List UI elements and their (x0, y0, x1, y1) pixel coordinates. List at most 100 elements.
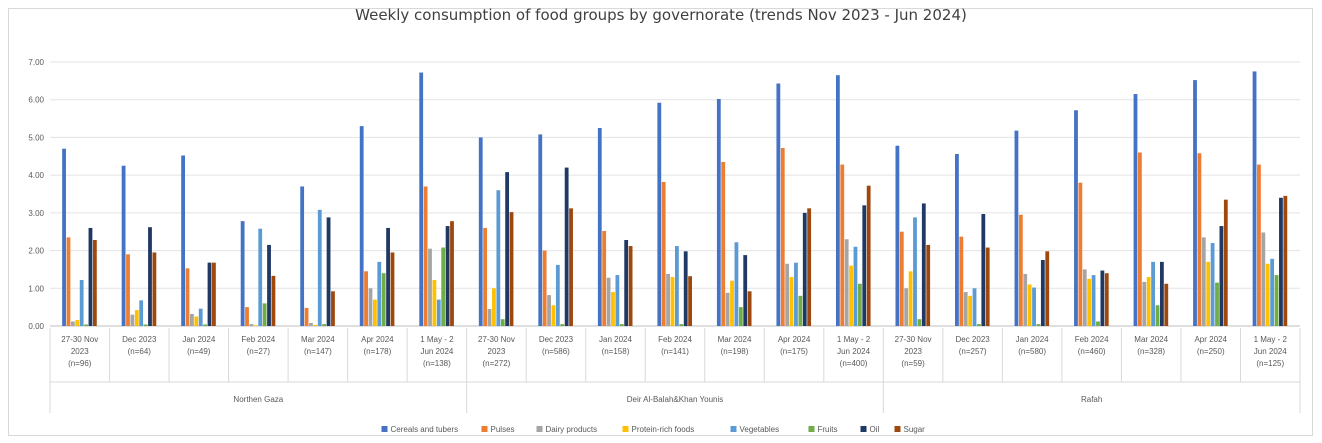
bar (253, 325, 258, 326)
bar (478, 137, 483, 326)
bar (377, 261, 382, 326)
x-tick-label: 2023 (904, 347, 922, 356)
bar (895, 145, 900, 326)
bar (1257, 164, 1261, 326)
bar (1155, 305, 1160, 326)
bar (798, 295, 803, 326)
x-tick-label: Mar 2024 (301, 335, 335, 344)
legend-label: Protein-rich foods (632, 425, 695, 434)
bar (564, 167, 569, 326)
bar (972, 288, 977, 326)
x-tick-label: Feb 2024 (658, 335, 692, 344)
bar (428, 248, 432, 326)
bar (130, 314, 135, 326)
bar (194, 316, 199, 326)
x-tick-label: Jan 2024 (599, 335, 632, 344)
bar (547, 295, 551, 326)
x-tick-label: (n=178) (363, 347, 391, 356)
bar (1201, 237, 1206, 326)
bar (904, 288, 909, 326)
x-tick-label: Feb 2024 (1075, 335, 1109, 344)
legend-swatch (808, 426, 815, 432)
bar (381, 273, 386, 326)
bar (121, 165, 126, 326)
x-tick-label: (n=59) (901, 359, 925, 368)
bar (840, 164, 845, 326)
bar (785, 263, 790, 326)
bar (743, 255, 748, 326)
bar (1142, 281, 1147, 326)
bar (551, 305, 556, 326)
bar (1283, 195, 1288, 326)
bar (1036, 324, 1041, 326)
x-tick-label: Mar 2024 (1134, 335, 1168, 344)
bar (309, 322, 313, 326)
bar (245, 307, 249, 326)
x-tick-label: Dec 2023 (539, 335, 574, 344)
y-tick-label: 7.00 (28, 58, 44, 67)
bar (1210, 243, 1215, 326)
bar (917, 319, 922, 326)
bar (921, 203, 926, 326)
bar (849, 265, 853, 326)
bar (1223, 199, 1228, 326)
bar (368, 288, 373, 326)
bar (569, 208, 573, 326)
bar (624, 240, 629, 326)
bar (500, 319, 505, 326)
bar (198, 308, 203, 326)
bar (963, 292, 968, 326)
bar (611, 292, 615, 326)
x-tick-label: Apr 2024 (361, 335, 394, 344)
bar (628, 246, 633, 326)
bar (730, 280, 734, 326)
bar (862, 205, 867, 326)
bar (1274, 275, 1279, 326)
bar (66, 237, 71, 326)
bar (258, 228, 263, 326)
bar (304, 307, 309, 326)
legend-label: Cereals and tubers (391, 425, 459, 434)
legend-label: Vegetables (740, 425, 780, 434)
bar (1215, 282, 1219, 326)
bar (487, 309, 492, 326)
x-tick-label: Dec 2023 (122, 335, 157, 344)
bar (926, 244, 931, 326)
legend-swatch (381, 426, 388, 432)
bar (538, 134, 543, 326)
bar (419, 72, 424, 326)
x-tick-label: (n=27) (247, 347, 271, 356)
bar (670, 276, 675, 326)
bar (359, 126, 364, 326)
x-tick-label: 27-30 Nov (61, 335, 98, 344)
bar (185, 268, 190, 326)
x-tick-label: 2023 (71, 347, 89, 356)
bar (977, 324, 981, 326)
bar (445, 226, 450, 326)
bar (606, 277, 611, 326)
group-label: Northen Gaza (233, 395, 283, 404)
x-tick-label: 1 May - 2 (837, 335, 871, 344)
bar (267, 244, 271, 326)
bar (240, 221, 245, 326)
chart-title: Weekly consumption of food groups by gov… (355, 6, 967, 24)
x-tick-label: Jun 2024 (420, 347, 453, 356)
bar (139, 300, 144, 326)
x-tick-label: (n=49) (187, 347, 211, 356)
bar (84, 324, 88, 326)
bar (913, 217, 917, 326)
bar (1219, 226, 1224, 326)
bar (657, 102, 662, 326)
bar (75, 319, 80, 326)
bar (1193, 80, 1197, 326)
x-tick-label: (n=138) (423, 359, 451, 368)
bar (79, 279, 84, 326)
legend-swatch (730, 426, 737, 432)
bar (496, 190, 501, 326)
bar (835, 75, 840, 326)
bar (721, 161, 726, 326)
x-tick-label: 2023 (488, 347, 506, 356)
x-tick-label: (n=580) (1018, 347, 1046, 356)
bar (372, 299, 377, 326)
